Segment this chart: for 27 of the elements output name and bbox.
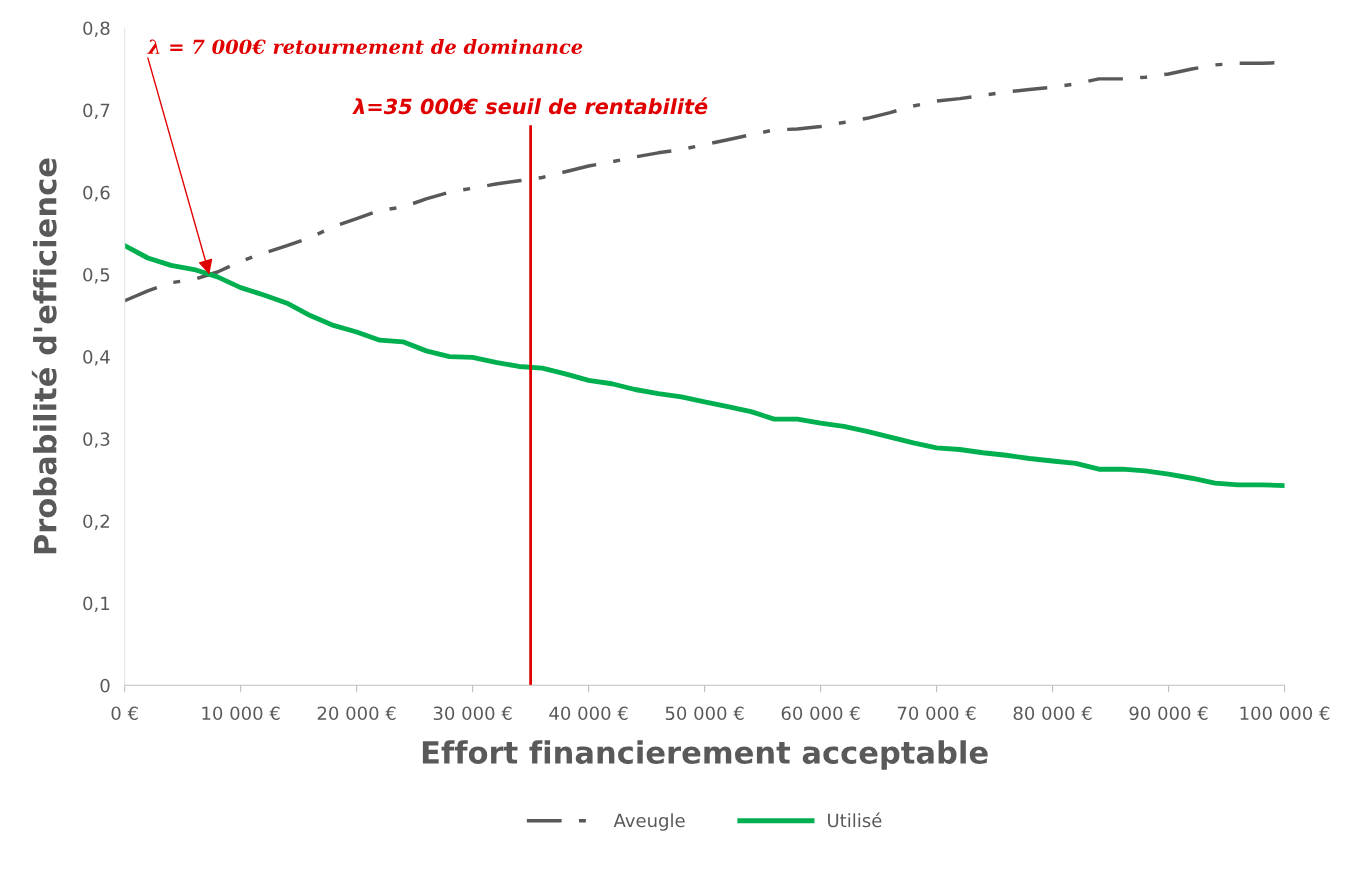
x-tick-label: 20 000 € <box>317 706 396 721</box>
y-tick-label: 0,8 <box>83 21 110 37</box>
legend-label: Utilisé <box>828 812 882 828</box>
x-tick-label: 30 000 € <box>433 706 512 721</box>
x-tick-label: 90 000 € <box>1129 706 1208 721</box>
x-tick-label: 0 € <box>111 706 138 721</box>
x-tick-label: 100 000 € <box>1240 706 1330 721</box>
annotation: λ = 7 000€ retournement de dominance <box>147 39 583 55</box>
x-tick-label: 10 000 € <box>202 706 280 721</box>
x-tick-label: 60 000 € <box>781 706 860 721</box>
y-tick-label: 0,3 <box>83 432 110 448</box>
y-axis-title: Probabilité d'efficience <box>31 158 57 554</box>
y-tick-label: 0,2 <box>83 514 109 530</box>
y-tick-label: 0,6 <box>83 185 110 202</box>
y-tick-label: 0,5 <box>83 267 110 284</box>
x-tick-label: 80 000 € <box>1013 706 1092 721</box>
x-tick-label: 50 000 € <box>665 706 744 721</box>
line-series <box>124 243 1285 489</box>
legend-label: Aveugle <box>613 813 685 831</box>
x-tick-label: 70 000 € <box>897 706 976 721</box>
y-tick-label: 0,1 <box>83 596 110 613</box>
x-axis-title: Effort financierement acceptable <box>422 740 988 770</box>
x-tick-label: 40 000 € <box>549 706 628 721</box>
y-tick-label: 0,4 <box>83 350 110 366</box>
y-tick-label: 0,7 <box>83 103 110 120</box>
ref-line-label: λ=35 000€ seuil de rentabilité <box>352 97 708 115</box>
y-tick-label: 0 <box>100 678 110 693</box>
